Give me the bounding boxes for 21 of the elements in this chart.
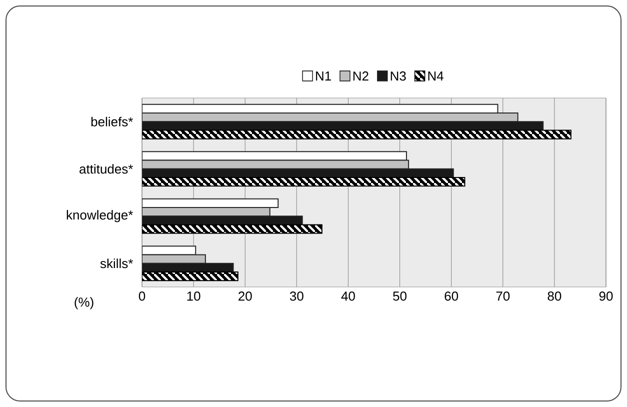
x-tick-label: 10 xyxy=(187,292,200,301)
y-tick-label: beliefs* xyxy=(91,116,133,126)
y-tick-label: skills* xyxy=(100,258,133,268)
legend-label: N1 xyxy=(316,72,331,80)
x-tick-label: 20 xyxy=(238,292,252,301)
x-tick-label: 0 xyxy=(138,292,146,301)
x-tick-label: 50 xyxy=(393,292,406,301)
x-tick-label: 90 xyxy=(599,292,613,301)
legend-label: N2 xyxy=(353,71,368,81)
x-tick-label: 60 xyxy=(444,292,458,301)
legend-label: N4 xyxy=(428,72,444,80)
x-tick-label: 30 xyxy=(290,292,304,301)
bar xyxy=(142,246,196,256)
y-tick-label: knowledge* xyxy=(66,210,133,222)
x-tick-label: 40 xyxy=(341,292,355,301)
x-axis-title: (%) xyxy=(74,297,94,310)
bar xyxy=(142,151,407,161)
y-tick-label: attitudes* xyxy=(80,164,134,174)
x-tick-label: 70 xyxy=(496,292,510,301)
legend-label: N3 xyxy=(390,71,406,81)
x-tick-label: 80 xyxy=(548,292,562,301)
